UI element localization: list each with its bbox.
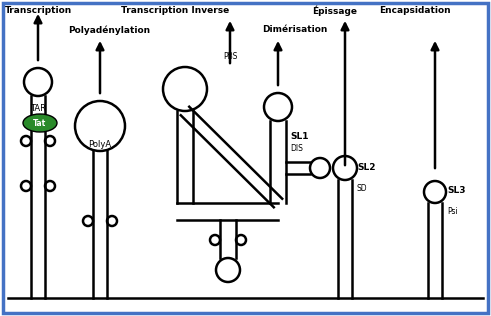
Text: SL1: SL1 — [290, 132, 308, 141]
Text: Transcription: Transcription — [5, 6, 72, 15]
Text: SL2: SL2 — [357, 163, 376, 172]
Text: Polyadénylation: Polyadénylation — [68, 25, 150, 35]
Text: SD: SD — [357, 184, 368, 193]
Text: Tat: Tat — [33, 118, 47, 127]
Text: PBS: PBS — [223, 52, 237, 61]
Text: TAR: TAR — [30, 104, 46, 113]
Text: Encapsidation: Encapsidation — [379, 6, 451, 15]
Text: SL3: SL3 — [447, 186, 465, 195]
Ellipse shape — [23, 114, 57, 132]
Text: Transcription Inverse: Transcription Inverse — [121, 6, 229, 15]
Text: DIS: DIS — [290, 144, 303, 153]
Text: PolyA: PolyA — [88, 140, 111, 149]
Text: Épissage: Épissage — [312, 6, 357, 16]
Text: Dimérisation: Dimérisation — [262, 26, 327, 34]
Text: Psi: Psi — [447, 207, 458, 216]
